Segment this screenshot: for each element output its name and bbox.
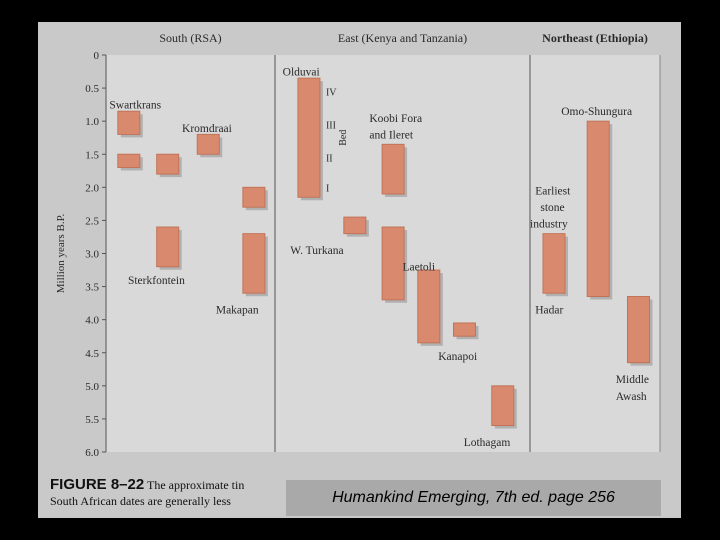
site-label: Earliest — [535, 186, 571, 198]
range-bar — [586, 120, 610, 298]
caption-line-1: The approximate tin — [147, 478, 245, 492]
site-label: Swartkrans — [109, 100, 161, 112]
site-label: Middle — [616, 374, 649, 386]
y-tick-label: 2.0 — [85, 182, 99, 194]
site-label: Awash — [616, 391, 647, 403]
y-tick-label: 5.5 — [85, 414, 99, 426]
y-tick-label: 3.5 — [85, 282, 99, 294]
range-bar — [156, 226, 180, 268]
olduvai-bed-numeral: I — [326, 183, 329, 194]
olduvai-bed-label: Bed — [338, 130, 349, 146]
y-tick-label: 0.5 — [85, 83, 99, 95]
range-bar — [343, 216, 367, 235]
olduvai-bed-numeral: II — [326, 154, 333, 165]
source-credit: Humankind Emerging, 7th ed. page 256 — [286, 480, 661, 516]
site-label: Sterkfontein — [128, 275, 185, 287]
olduvai-bed-numeral: IV — [326, 87, 337, 98]
range-bar — [297, 77, 321, 198]
y-tick-label: 1.0 — [85, 116, 99, 128]
site-label: Lothagam — [464, 437, 511, 449]
range-bar — [156, 153, 180, 175]
site-label: W. Turkana — [290, 245, 343, 257]
chart: 0 0.5 1.0 1.5 2.0 2.5 3.0 3.5 4.0 4.5 5.0 5.5 6.0 Mil… — [55, 31, 661, 459]
site-label: and Ileret — [369, 129, 414, 141]
book-page: 0 0.5 1.0 1.5 2.0 2.5 3.0 3.5 4.0 4.5 5.0 5.5 6.0 Mil… — [38, 22, 681, 518]
y-tick-label: 3.0 — [85, 249, 99, 261]
range-bar — [381, 143, 405, 195]
range-bar — [117, 153, 141, 168]
site-label: stone — [540, 202, 564, 214]
olduvai-bed-numeral: III — [326, 120, 336, 131]
range-bar — [242, 233, 266, 294]
site-label: Omo-Shungura — [561, 106, 632, 118]
range-bar — [491, 385, 515, 427]
site-label: Olduvai — [283, 67, 320, 79]
y-tick-label: 1.5 — [85, 149, 99, 161]
range-bar — [196, 133, 220, 155]
range-bar — [417, 269, 441, 344]
figure-number: FIGURE 8–22 — [50, 476, 145, 493]
figure-caption: FIGURE 8–22 The approximate tin South Af… — [50, 477, 310, 509]
y-tick-label: 5.0 — [85, 381, 99, 393]
site-label: Hadar — [535, 305, 563, 317]
range-bar — [242, 186, 266, 208]
y-axis-title: Million years B.P. — [55, 214, 67, 294]
region-header: East (Kenya and Tanzania) — [338, 31, 467, 45]
y-tick-label: 4.5 — [85, 348, 99, 360]
range-bar — [542, 233, 566, 294]
range-bar — [453, 322, 476, 337]
site-label: industry — [530, 219, 568, 231]
caption-line-2: South African dates are generally less — [50, 494, 231, 508]
y-tick-label: 0 — [94, 50, 100, 62]
site-label: Koobi Fora — [369, 113, 422, 125]
site-label: Kromdraai — [182, 123, 232, 135]
range-bar — [627, 296, 650, 364]
region-header: Northeast (Ethiopia) — [542, 31, 648, 45]
y-tick-label: 4.0 — [85, 315, 99, 327]
range-bar — [117, 110, 141, 135]
y-tick-label: 6.0 — [85, 447, 99, 459]
y-tick-label: 2.5 — [85, 215, 99, 227]
site-label: Laetoli — [403, 262, 436, 274]
region-header: South (RSA) — [159, 31, 221, 45]
site-label: Kanapoi — [438, 351, 477, 363]
site-label: Makapan — [216, 305, 259, 317]
range-bar — [381, 226, 405, 301]
